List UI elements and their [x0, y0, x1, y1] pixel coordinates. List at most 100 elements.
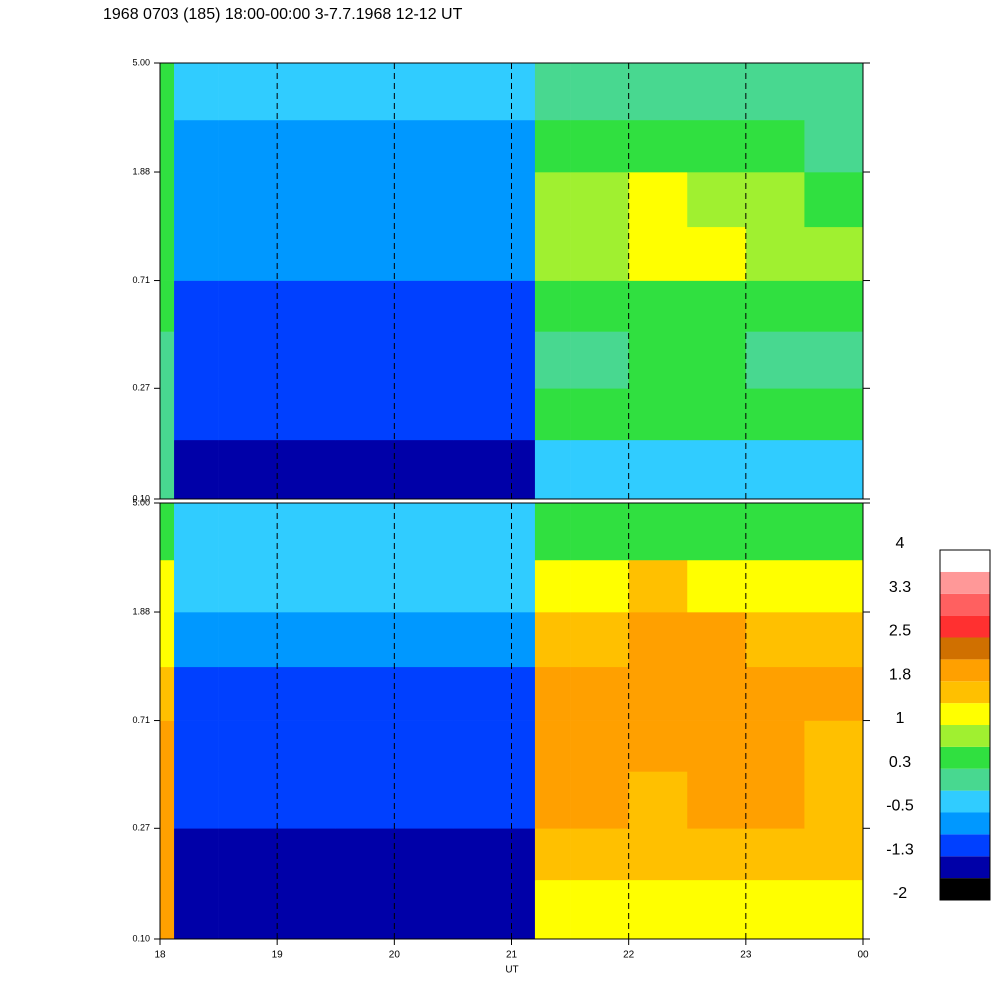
heatmap-cell: [511, 439, 536, 500]
heatmap-cell: [174, 119, 219, 173]
heatmap-cell: [628, 172, 688, 228]
heatmap-cell: [511, 771, 536, 829]
heatmap-cell: [160, 119, 175, 173]
heatmap-cell: [335, 119, 395, 173]
heatmap-cell: [534, 439, 571, 500]
heatmap-cell: [335, 439, 395, 500]
heatmap-cell: [174, 63, 219, 121]
heatmap-cell: [218, 612, 278, 668]
heatmap-cell: [335, 503, 395, 561]
x-tick-label: 22: [623, 950, 635, 961]
heatmap-cell: [160, 388, 175, 441]
heatmap-cell: [335, 879, 395, 940]
heatmap-cell: [277, 280, 337, 332]
chart-title: 1968 0703 (185) 18:00-00:00 3-7.7.1968 1…: [103, 6, 463, 23]
heatmap-cell: [534, 771, 571, 829]
heatmap-cell: [452, 331, 512, 389]
heatmap-cell: [160, 439, 175, 500]
heatmap-cell: [628, 559, 688, 613]
x-tick-label: 20: [389, 950, 401, 961]
heatmap-cell: [628, 63, 688, 121]
heatmap-cell: [570, 503, 629, 561]
colorbar-band: [940, 659, 990, 682]
heatmap-cell: [534, 879, 571, 940]
heatmap-cell: [534, 559, 571, 613]
heatmap-cell: [452, 119, 512, 173]
heatmap-cell: [628, 503, 688, 561]
heatmap-cell: [687, 666, 747, 721]
heatmap-cell: [628, 879, 688, 940]
heatmap-cell: [687, 172, 747, 228]
heatmap-cell: [277, 720, 337, 772]
heatmap-cell: [218, 439, 278, 500]
heatmap-cell: [534, 226, 571, 281]
heatmap-cell: [511, 559, 536, 613]
colorbar-band: [940, 725, 990, 747]
heatmap-cell: [628, 720, 688, 772]
heatmap-cell: [452, 559, 512, 613]
heatmap-cell: [160, 503, 175, 561]
colorbar-tick-label: -2: [893, 885, 907, 902]
colorbar-band: [940, 615, 990, 638]
heatmap-cell: [335, 331, 395, 389]
heatmap-cell: [687, 63, 747, 121]
heatmap-cell: [687, 879, 747, 940]
heatmap-cell: [570, 828, 629, 881]
colorbar-band: [940, 681, 990, 704]
heatmap-cell: [534, 63, 571, 121]
heatmap-cell: [804, 119, 864, 173]
heatmap-cell: [218, 771, 278, 829]
heatmap-cell: [804, 666, 864, 721]
heatmap-cell: [687, 439, 747, 500]
colorbar-tick-label: 1.8: [889, 666, 911, 683]
heatmap-cell: [628, 666, 688, 721]
heatmap-cell: [534, 612, 571, 668]
heatmap-cell: [804, 559, 864, 613]
heatmap-cell: [511, 828, 536, 881]
heatmap-cell: [534, 828, 571, 881]
heatmap-cell: [534, 666, 571, 721]
heatmap-cell: [570, 559, 629, 613]
heatmap-cell: [335, 280, 395, 332]
heatmap-cell: [687, 771, 747, 829]
y-tick-label: 0.10: [132, 493, 150, 503]
heatmap-cell: [687, 559, 747, 613]
heatmap-cell: [534, 503, 571, 561]
heatmap-cell: [452, 771, 512, 829]
colorbar-tick-label: 4: [896, 535, 905, 552]
y-tick-label: 5.00: [132, 57, 150, 67]
heatmap-cell: [452, 503, 512, 561]
colorbar-frame: [939, 549, 991, 901]
heatmap-cell: [745, 879, 805, 940]
heatmap-cell: [218, 720, 278, 772]
heatmap-cell: [218, 119, 278, 173]
heatmap-cell: [534, 172, 571, 228]
heatmap-cell: [745, 720, 805, 772]
heatmap-cell: [628, 119, 688, 173]
heatmap-cell: [628, 612, 688, 668]
heatmap-cell: [570, 280, 629, 332]
heatmap-cell: [277, 503, 337, 561]
heatmap-cell: [277, 879, 337, 940]
heatmap-cell: [174, 666, 219, 721]
heatmap-cell: [218, 280, 278, 332]
heatmap-cell: [335, 388, 395, 441]
heatmap-cell: [277, 612, 337, 668]
heatmap-cell: [174, 172, 219, 228]
heatmap-cell: [218, 666, 278, 721]
heatmap-cell: [218, 879, 278, 940]
heatmap-cell: [160, 63, 175, 121]
heatmap-cell: [804, 226, 864, 281]
heatmap-cell: [452, 612, 512, 668]
heatmap-cell: [174, 331, 219, 389]
heatmap-cell: [174, 559, 219, 613]
heatmap-cell: [277, 666, 337, 721]
heatmap-cell: [534, 119, 571, 173]
heatmap-cell: [335, 226, 395, 281]
heatmap-cell: [335, 828, 395, 881]
heatmap-cell: [804, 439, 864, 500]
heatmap-cell: [452, 666, 512, 721]
heatmap-cell: [394, 879, 454, 940]
heatmap-cell: [277, 439, 337, 500]
heatmap-cell: [452, 828, 512, 881]
